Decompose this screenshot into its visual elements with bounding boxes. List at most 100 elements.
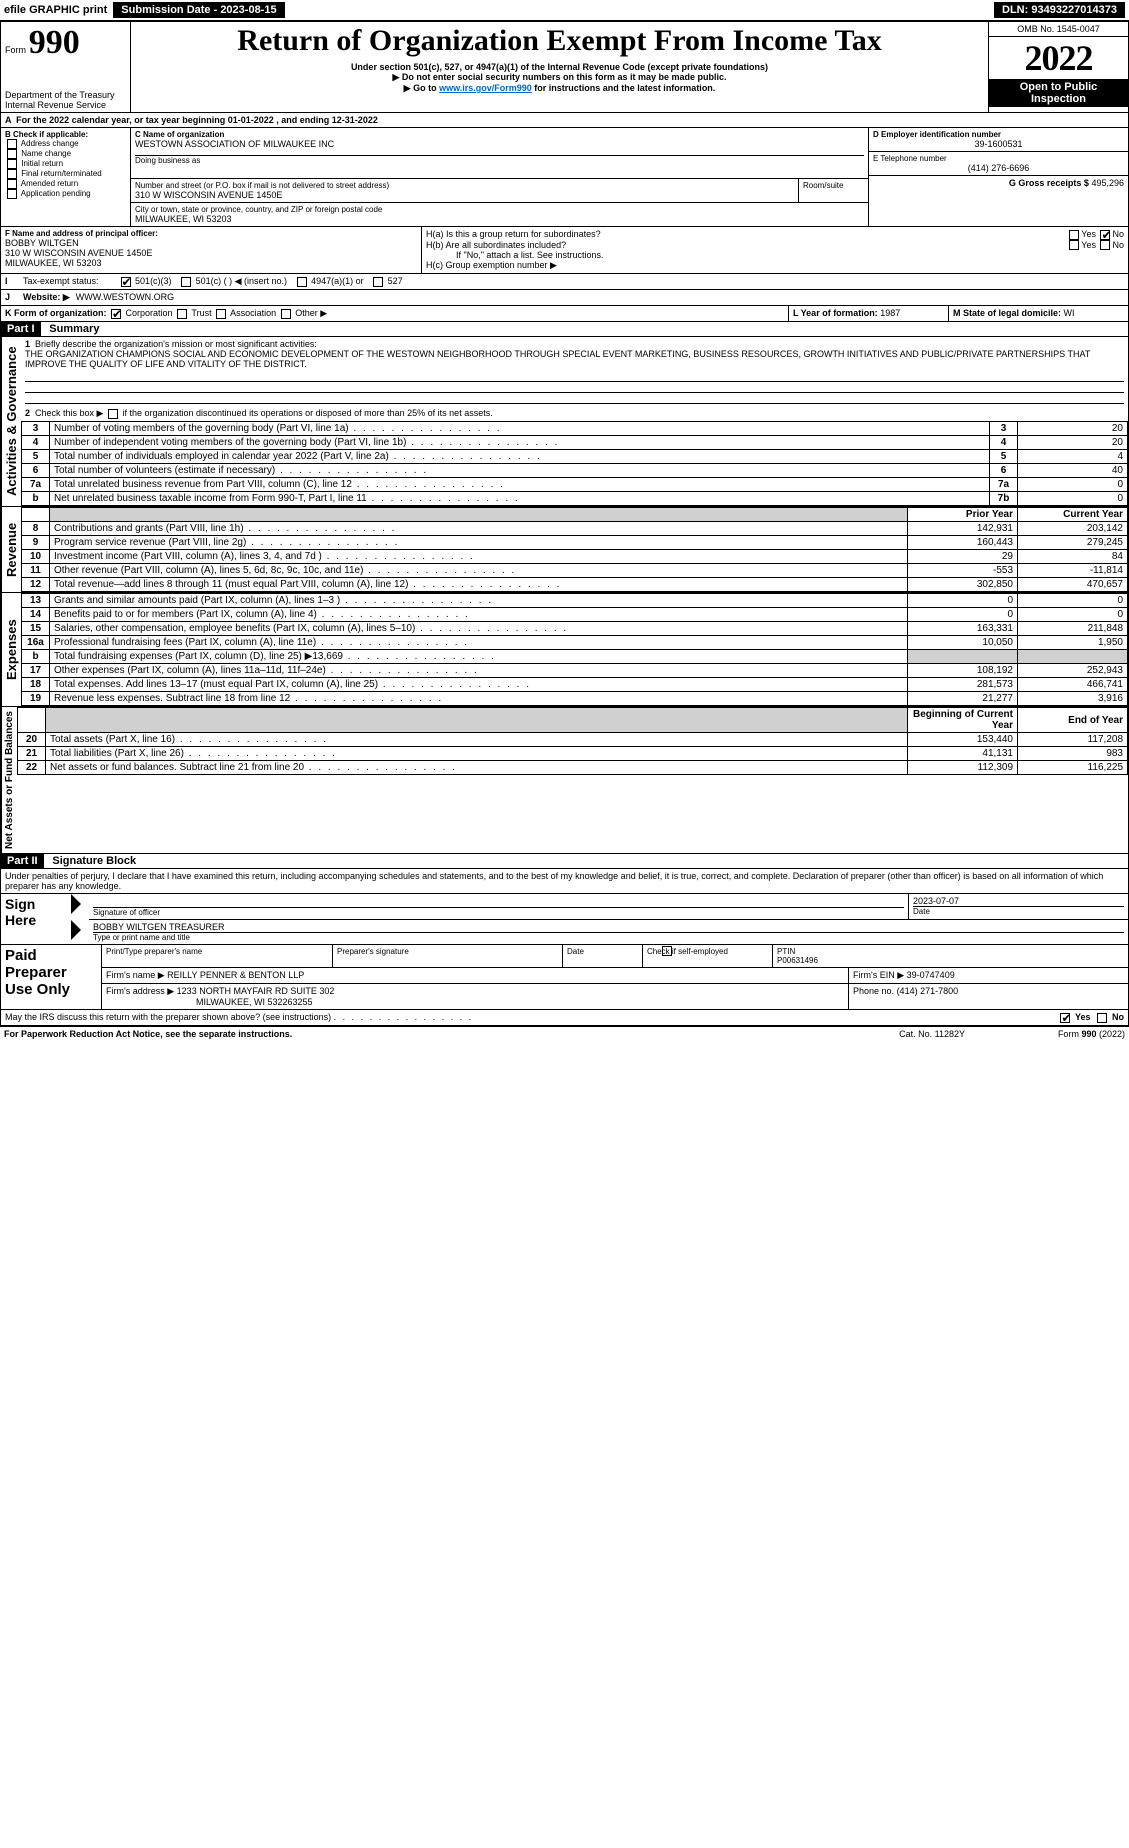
top-bar: efile GRAPHIC print Submission Date - 20… (0, 0, 1129, 21)
line-num: 19 (22, 692, 50, 706)
tax-year: 2022 (989, 37, 1128, 79)
pp-name-label: Print/Type preparer's name (102, 945, 332, 967)
line-ref: 4 (990, 436, 1018, 450)
state-domicile: WI (1064, 308, 1075, 318)
check-amended[interactable] (7, 179, 17, 189)
ha-no[interactable] (1100, 230, 1110, 240)
line-a: A For the 2022 calendar year, or tax yea… (1, 113, 1128, 128)
box-f: F Name and address of principal officer:… (1, 227, 421, 273)
form-container: Form 990 Department of the Treasury Inte… (0, 21, 1129, 1027)
efile-label: efile GRAPHIC print (4, 4, 107, 16)
prior-value: 153,440 (908, 733, 1018, 747)
line-text: Total fundraising expenses (Part IX, col… (50, 650, 908, 664)
line-num: 7a (22, 478, 50, 492)
line-ref: 6 (990, 464, 1018, 478)
box-b-label: B Check if applicable: (5, 130, 126, 139)
hb-no[interactable] (1100, 240, 1110, 250)
check-name-change[interactable] (7, 149, 17, 159)
check-trust[interactable] (177, 309, 187, 319)
submission-date-button[interactable]: Submission Date - 2023-08-15 (113, 2, 284, 18)
part1-gov: Activities & Governance 1 Briefly descri… (1, 337, 1128, 507)
current-value: -11,814 (1018, 564, 1128, 578)
expenses-table: 13 Grants and similar amounts paid (Part… (21, 593, 1128, 706)
line-text: Salaries, other compensation, employee b… (50, 622, 908, 636)
line-text: Grants and similar amounts paid (Part IX… (50, 594, 908, 608)
check-corp[interactable] (111, 309, 121, 319)
e-label: E Telephone number (873, 154, 1124, 163)
goto-link[interactable]: www.irs.gov/Form990 (439, 83, 532, 93)
hb-yes[interactable] (1069, 240, 1079, 250)
current-value: 84 (1018, 550, 1128, 564)
check-initial-return[interactable] (7, 159, 17, 169)
revenue-table: Prior Year Current Year8 Contributions a… (21, 507, 1128, 592)
prior-value: 41,131 (908, 747, 1018, 761)
line-value: 40 (1018, 464, 1128, 478)
line-num: 12 (22, 578, 50, 592)
part2-header: Part II Signature Block (1, 854, 1128, 869)
check-assoc[interactable] (216, 309, 226, 319)
check-self-employed[interactable] (662, 946, 672, 956)
org-name: WESTOWN ASSOCIATION OF MILWAUKEE INC (135, 139, 864, 149)
line-num: 9 (22, 536, 50, 550)
line-num: 16a (22, 636, 50, 650)
check-app-pending[interactable] (7, 189, 17, 199)
line-text: Professional fundraising fees (Part IX, … (50, 636, 908, 650)
paid-preparer-label: Paid Preparer Use Only (1, 945, 101, 1009)
discuss-row: May the IRS discuss this return with the… (1, 1010, 1128, 1026)
prior-value: 281,573 (908, 678, 1018, 692)
check-4947[interactable] (297, 277, 307, 287)
part1-exp: Expenses 13 Grants and similar amounts p… (1, 593, 1128, 707)
k-label: K Form of organization: (5, 308, 107, 318)
line-num: 4 (22, 436, 50, 450)
line-text: Total expenses. Add lines 13–17 (must eq… (50, 678, 908, 692)
sig-date-value: 2023-07-07 (913, 896, 1124, 906)
jurat-text: Under penalties of perjury, I declare th… (1, 869, 1128, 894)
line-text: Total unrelated business revenue from Pa… (50, 478, 990, 492)
form-id-cell: Form 990 Department of the Treasury Inte… (1, 22, 131, 112)
box-c: C Name of organization WESTOWN ASSOCIATI… (131, 128, 868, 226)
line-text: Net unrelated business taxable income fr… (50, 492, 990, 506)
line-num: 8 (22, 522, 50, 536)
side-netassets: Net Assets or Fund Balances (1, 707, 17, 853)
check-final-return[interactable] (7, 169, 17, 179)
check-527[interactable] (373, 277, 383, 287)
line-num: 22 (18, 761, 46, 775)
part2-label: Part II (1, 854, 44, 868)
pp-sig-label: Preparer's signature (332, 945, 562, 967)
discuss-yes[interactable] (1060, 1013, 1070, 1023)
part1-header: Part I Summary (1, 322, 1128, 337)
arrow-icon (71, 920, 81, 940)
check-discontinued[interactable] (108, 409, 118, 419)
col-header: Current Year (1018, 508, 1128, 522)
check-501c[interactable] (181, 277, 191, 287)
prior-value: 0 (908, 594, 1018, 608)
prior-value: 160,443 (908, 536, 1018, 550)
line-text: Total revenue—add lines 8 through 11 (mu… (50, 578, 908, 592)
firm-addr-label: Firm's address ▶ (106, 986, 174, 996)
current-value: 470,657 (1018, 578, 1128, 592)
discuss-no[interactable] (1097, 1013, 1107, 1023)
website-value: WWW.WESTOWN.ORG (76, 292, 174, 303)
ha-yes[interactable] (1069, 230, 1079, 240)
check-other[interactable] (281, 309, 291, 319)
paid-preparer-block: Paid Preparer Use Only Print/Type prepar… (1, 945, 1128, 1010)
footer-left: For Paperwork Reduction Act Notice, see … (4, 1029, 899, 1039)
current-value: 252,943 (1018, 664, 1128, 678)
officer-printed: BOBBY WILTGEN TREASURER (93, 922, 1124, 933)
footer-right: Form 990 (2022) (965, 1029, 1125, 1039)
col-header: End of Year (1018, 708, 1128, 733)
check-address-change[interactable] (7, 139, 17, 149)
line-num: 10 (22, 550, 50, 564)
line-num: 5 (22, 450, 50, 464)
pp-phone-label: Phone no. (853, 986, 894, 996)
header-row: Form 990 Department of the Treasury Inte… (1, 22, 1128, 113)
i-label: Tax-exempt status: (23, 276, 99, 287)
line-num: 11 (22, 564, 50, 578)
g-label: G Gross receipts $ (1009, 178, 1089, 188)
box-h: H(a) Is this a group return for subordin… (421, 227, 1128, 273)
hb-label: H(b) Are all subordinates included? (426, 240, 1067, 251)
part1-label: Part I (1, 322, 41, 336)
line-text: Program service revenue (Part VIII, line… (50, 536, 908, 550)
firm-ein: 39-0747409 (907, 970, 955, 980)
check-501c3[interactable] (121, 277, 131, 287)
